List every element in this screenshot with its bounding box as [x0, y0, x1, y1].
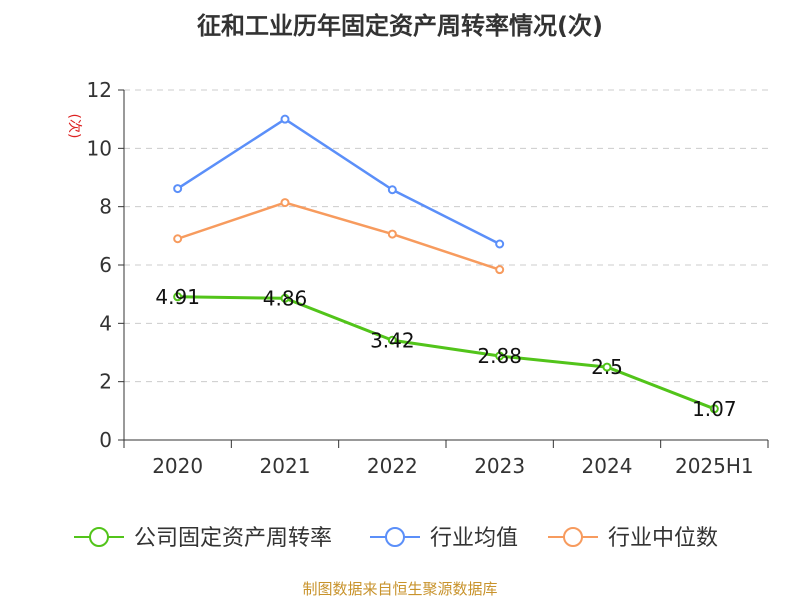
- data-point: [602, 362, 612, 372]
- data-point: [495, 351, 505, 361]
- series-0: [173, 292, 719, 414]
- y-tick-label: 8: [99, 195, 112, 219]
- data-point: [280, 293, 290, 303]
- axes: 0 2 4 6 8 10 12 2020 2021 2022 2023 2024 2025H1: [87, 78, 769, 478]
- y-tick-label: 2: [99, 370, 112, 394]
- y-tick-label: 6: [99, 253, 112, 277]
- x-tick-label: 2023: [474, 454, 525, 478]
- data-point: [495, 265, 505, 275]
- x-tick-label: 2020: [152, 454, 203, 478]
- data-point: [173, 234, 183, 244]
- data-point: [387, 185, 397, 195]
- data-label: 2.5: [591, 355, 623, 379]
- x-tick-label: 2022: [367, 454, 418, 478]
- legend-label: 行业中位数: [608, 526, 718, 551]
- series-1: [173, 114, 505, 249]
- series-line: [176, 201, 501, 271]
- series-line: [176, 117, 501, 246]
- data-label: 4.86: [263, 286, 308, 310]
- y-axis-label: (次): [66, 114, 82, 139]
- series-2: [173, 198, 505, 275]
- chart-title: 征和工业历年固定资产周转率情况(次): [197, 12, 603, 40]
- source-note: 制图数据来自恒生聚源数据库: [302, 580, 497, 598]
- data-point: [495, 239, 505, 249]
- y-tick-label: 12: [87, 78, 112, 102]
- data-point: [387, 229, 397, 239]
- data-labels: 4.91 4.86 3.42 2.88 2.5 1.07: [155, 285, 736, 421]
- y-tick-label: 10: [87, 136, 112, 160]
- y-tick-label: 0: [99, 428, 112, 452]
- grid-lines: [124, 89, 768, 383]
- legend-label: 行业均值: [430, 526, 518, 551]
- series-layer: [173, 114, 719, 414]
- data-point: [173, 184, 183, 194]
- data-point: [280, 198, 290, 208]
- legend-marker: [563, 527, 583, 547]
- legend-marker: [385, 527, 405, 547]
- x-tick-label: 2025H1: [675, 454, 754, 478]
- data-label: 1.07: [692, 397, 737, 421]
- x-tick-label: 2024: [582, 454, 633, 478]
- legend-marker: [89, 527, 109, 547]
- data-point: [387, 335, 397, 345]
- data-label: 2.88: [477, 344, 522, 368]
- data-label: 4.91: [155, 285, 200, 309]
- data-point: [280, 114, 290, 124]
- legend: 公司固定资产周转率 行业均值 行业中位数: [74, 526, 718, 551]
- y-tick-label: 4: [99, 311, 112, 335]
- data-label: 3.42: [370, 328, 415, 352]
- data-point: [173, 292, 183, 302]
- series-line: [176, 295, 716, 411]
- data-point: [709, 404, 719, 414]
- legend-label: 公司固定资产周转率: [134, 526, 332, 551]
- x-tick-label: 2021: [260, 454, 311, 478]
